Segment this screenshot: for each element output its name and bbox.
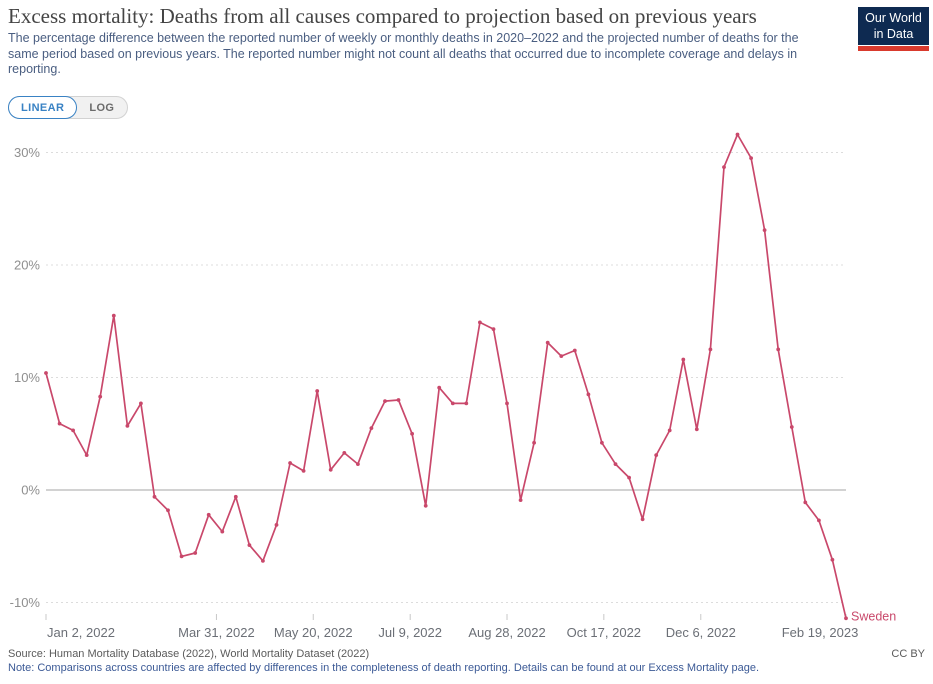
- data-point: [166, 508, 170, 513]
- data-point: [722, 165, 726, 170]
- owid-logo: Our World in Data: [858, 7, 929, 45]
- data-point: [654, 453, 659, 457]
- data-point: [586, 392, 591, 397]
- data-point: [844, 616, 848, 621]
- data-point: [437, 385, 442, 390]
- data-point: [600, 440, 604, 445]
- data-point: [545, 340, 550, 345]
- data-point: [356, 462, 360, 466]
- data-point: [694, 427, 699, 432]
- data-point: [98, 394, 103, 399]
- x-axis-label: Jan 2, 2022: [47, 625, 115, 640]
- data-point: [274, 523, 279, 527]
- data-point: [139, 401, 143, 406]
- x-axis-label: Feb 19, 2023: [782, 625, 859, 640]
- data-point: [383, 399, 387, 403]
- data-point: [44, 371, 48, 375]
- chart-subtitle: The percentage difference between the re…: [8, 31, 799, 76]
- x-axis-label: Oct 17, 2022: [567, 625, 641, 640]
- x-axis-label: Jul 9, 2022: [378, 625, 442, 640]
- linear-scale-button[interactable]: LINEAR: [8, 96, 78, 119]
- data-point: [342, 451, 347, 455]
- data-point: [478, 320, 482, 325]
- data-point: [640, 517, 645, 522]
- page-title: Excess mortality: Deaths from all causes…: [8, 4, 757, 28]
- data-point: [491, 327, 496, 331]
- y-axis-label: 20%: [14, 258, 40, 273]
- data-point: [789, 425, 794, 429]
- y-axis-label: 0%: [21, 483, 40, 498]
- data-point: [369, 426, 374, 430]
- data-point: [410, 431, 414, 436]
- log-scale-button[interactable]: LOG: [76, 97, 127, 118]
- data-point: [125, 424, 130, 428]
- data-point: [817, 518, 821, 523]
- data-point: [572, 348, 577, 353]
- y-axis-label: 10%: [14, 370, 40, 385]
- data-point: [396, 398, 401, 402]
- data-point: [328, 467, 333, 472]
- data-point: [613, 462, 618, 466]
- data-point: [464, 401, 469, 406]
- source-text[interactable]: Source: Human Mortality Database (2022),…: [8, 648, 370, 660]
- data-point: [627, 475, 631, 480]
- license-badge[interactable]: CC BY: [891, 648, 925, 660]
- note-text[interactable]: Note: Comparisons across countries are a…: [8, 662, 760, 674]
- series-line-sweden[interactable]: [45, 133, 847, 619]
- data-point: [57, 421, 62, 426]
- data-point: [532, 440, 536, 445]
- x-axis-label: Dec 6, 2022: [666, 625, 736, 640]
- data-point: [261, 559, 265, 563]
- data-point: [288, 461, 292, 465]
- scale-toggle: LINEAR LOG: [8, 96, 129, 119]
- data-point: [667, 428, 672, 433]
- data-point: [193, 551, 198, 555]
- data-point: [315, 389, 320, 393]
- data-point: [450, 401, 455, 406]
- x-axis-label: Aug 28, 2022: [468, 625, 545, 640]
- owid-logo-line1: Our World: [865, 11, 922, 25]
- data-point: [233, 494, 238, 499]
- data-point: [84, 453, 89, 457]
- data-point: [776, 347, 781, 352]
- x-axis-label: May 20, 2022: [274, 625, 353, 640]
- data-point: [749, 156, 753, 161]
- data-point: [762, 228, 767, 233]
- data-point: [518, 498, 523, 502]
- data-point: [803, 500, 808, 505]
- data-point: [247, 543, 252, 547]
- owid-logo-red-bar: [858, 46, 929, 51]
- data-point: [830, 557, 835, 562]
- data-point: [735, 132, 740, 137]
- data-point: [559, 354, 564, 358]
- data-point: [71, 428, 75, 433]
- data-point: [423, 503, 428, 508]
- y-axis-label: 30%: [14, 145, 40, 160]
- data-point: [301, 469, 306, 473]
- data-point: [152, 494, 157, 499]
- x-axis-label: Mar 31, 2022: [178, 625, 255, 640]
- owid-logo-line2: in Data: [873, 27, 914, 42]
- data-point: [505, 401, 509, 406]
- data-point: [111, 313, 116, 318]
- data-point: [220, 529, 225, 534]
- y-axis-label: -10%: [10, 595, 41, 610]
- data-point: [681, 357, 686, 362]
- data-point: [179, 554, 184, 559]
- data-point: [206, 512, 211, 517]
- entity-label-sweden[interactable]: Sweden: [851, 609, 896, 623]
- data-point: [708, 347, 713, 352]
